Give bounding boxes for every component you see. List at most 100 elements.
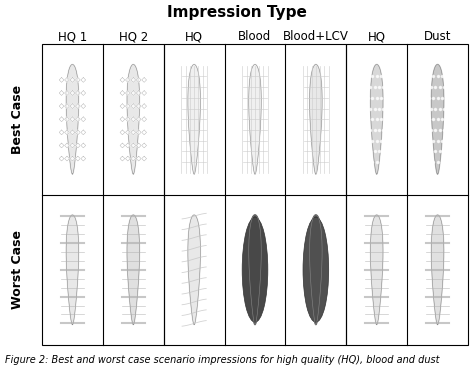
- Text: HQ: HQ: [368, 31, 386, 43]
- Bar: [225, 194, 285, 345]
- Bar: [42, 194, 103, 345]
- Polygon shape: [249, 64, 261, 174]
- Polygon shape: [75, 143, 80, 148]
- Polygon shape: [371, 215, 383, 325]
- Bar: [103, 194, 164, 345]
- Polygon shape: [188, 215, 201, 325]
- Polygon shape: [126, 78, 130, 82]
- Bar: [164, 44, 346, 345]
- Polygon shape: [81, 130, 86, 135]
- Polygon shape: [59, 143, 64, 148]
- Polygon shape: [81, 117, 86, 122]
- Ellipse shape: [242, 217, 268, 322]
- Polygon shape: [142, 117, 146, 122]
- Polygon shape: [131, 104, 136, 109]
- Text: Figure 2: Best and worst case scenario impressions for high quality (HQ), blood : Figure 2: Best and worst case scenario i…: [5, 355, 439, 365]
- Polygon shape: [188, 64, 201, 174]
- Polygon shape: [131, 130, 136, 135]
- Polygon shape: [81, 143, 86, 148]
- Bar: [285, 44, 346, 194]
- Polygon shape: [64, 78, 69, 82]
- Polygon shape: [59, 104, 64, 109]
- Polygon shape: [142, 156, 146, 161]
- Polygon shape: [64, 117, 69, 122]
- Polygon shape: [371, 64, 383, 174]
- Polygon shape: [131, 91, 136, 95]
- Ellipse shape: [303, 217, 328, 322]
- Polygon shape: [127, 64, 139, 174]
- Polygon shape: [64, 156, 69, 161]
- Polygon shape: [70, 104, 75, 109]
- Bar: [103, 44, 164, 194]
- Polygon shape: [137, 104, 141, 109]
- Polygon shape: [59, 117, 64, 122]
- Polygon shape: [75, 156, 80, 161]
- Text: HQ 2: HQ 2: [118, 31, 148, 43]
- Polygon shape: [64, 91, 69, 95]
- Polygon shape: [120, 104, 125, 109]
- Polygon shape: [59, 91, 64, 95]
- Polygon shape: [120, 78, 125, 82]
- Text: Impression Type: Impression Type: [167, 5, 307, 19]
- Polygon shape: [131, 143, 136, 148]
- Polygon shape: [81, 104, 86, 109]
- Polygon shape: [310, 64, 322, 174]
- Text: Blood+LCV: Blood+LCV: [283, 31, 349, 43]
- Text: Worst Case: Worst Case: [11, 230, 25, 309]
- Bar: [346, 194, 407, 345]
- Polygon shape: [142, 143, 146, 148]
- Bar: [42, 44, 164, 345]
- Polygon shape: [126, 104, 130, 109]
- Polygon shape: [127, 215, 139, 325]
- Polygon shape: [66, 215, 79, 325]
- Polygon shape: [142, 91, 146, 95]
- Text: HQ 1: HQ 1: [58, 31, 87, 43]
- Polygon shape: [70, 143, 75, 148]
- Polygon shape: [64, 104, 69, 109]
- Polygon shape: [70, 78, 75, 82]
- Polygon shape: [137, 143, 141, 148]
- Polygon shape: [126, 91, 130, 95]
- Polygon shape: [126, 117, 130, 122]
- Polygon shape: [431, 64, 444, 174]
- Polygon shape: [126, 130, 130, 135]
- Polygon shape: [75, 104, 80, 109]
- Bar: [164, 194, 225, 345]
- Polygon shape: [249, 215, 261, 325]
- Polygon shape: [431, 215, 444, 325]
- Polygon shape: [64, 143, 69, 148]
- Polygon shape: [120, 143, 125, 148]
- Polygon shape: [59, 156, 64, 161]
- Bar: [42, 44, 103, 194]
- Polygon shape: [81, 91, 86, 95]
- Bar: [164, 44, 225, 194]
- Polygon shape: [142, 130, 146, 135]
- Bar: [407, 194, 468, 345]
- Polygon shape: [64, 130, 69, 135]
- Polygon shape: [59, 130, 64, 135]
- Polygon shape: [75, 78, 80, 82]
- Polygon shape: [75, 130, 80, 135]
- Text: Dust: Dust: [424, 31, 451, 43]
- Polygon shape: [81, 156, 86, 161]
- Polygon shape: [70, 91, 75, 95]
- Polygon shape: [120, 117, 125, 122]
- Polygon shape: [137, 117, 141, 122]
- Polygon shape: [137, 91, 141, 95]
- Bar: [346, 44, 407, 194]
- Text: Best Case: Best Case: [11, 85, 25, 154]
- Bar: [346, 44, 468, 345]
- Bar: [285, 194, 346, 345]
- Bar: [225, 44, 285, 194]
- Polygon shape: [137, 78, 141, 82]
- Polygon shape: [75, 91, 80, 95]
- Polygon shape: [131, 156, 136, 161]
- Polygon shape: [126, 156, 130, 161]
- Bar: [407, 44, 468, 194]
- Polygon shape: [59, 78, 64, 82]
- Polygon shape: [70, 117, 75, 122]
- Text: Blood: Blood: [238, 31, 272, 43]
- Polygon shape: [120, 130, 125, 135]
- Polygon shape: [120, 156, 125, 161]
- Polygon shape: [131, 117, 136, 122]
